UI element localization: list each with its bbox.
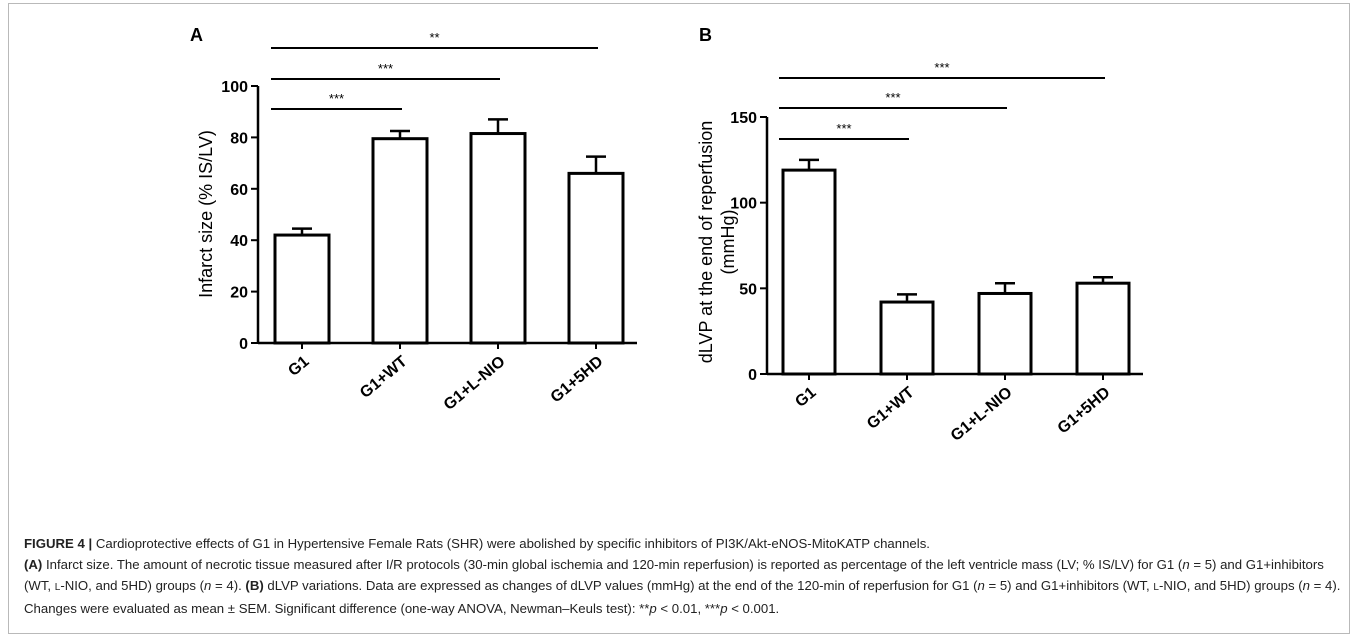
caption-lnio: -NIO, and 5HD) groups ( <box>1158 578 1303 593</box>
panel-b-y-axis-title: dLVP at the end of reperfusion <box>696 121 716 364</box>
caption-a-text: Infarct size. The amount of necrotic tis… <box>42 557 1183 572</box>
caption-eq5: = 5) and G1+inhibitors (WT, <box>984 578 1154 593</box>
caption-l: L <box>1153 582 1159 593</box>
caption-n: n <box>203 578 212 593</box>
caption-n: n <box>977 578 985 593</box>
panel-b-y-axis-title-unit: (mmHg) <box>718 210 738 275</box>
figure-charts: A 0 20 40 60 80 100 Infarct size (% IS/LV) G1 G1+… <box>190 25 1143 445</box>
caption-b-text: dLVP variations. Data are expressed as c… <box>263 578 978 593</box>
panel-a-y-tick-label: 60 <box>230 182 248 199</box>
caption-n: n <box>1302 578 1310 593</box>
caption-eq5: = 5) and G1+inhibitors (WT, <box>24 557 1324 593</box>
caption-p: p <box>649 601 657 616</box>
panel-b-x-tick-label: G1 <box>792 384 819 411</box>
caption-p: p <box>720 601 728 616</box>
caption-line-1: FIGURE 4 | Cardioprotective effects of G… <box>24 533 1342 554</box>
caption-lnio: -NIO, and 5HD) groups ( <box>60 578 204 593</box>
panel-a-significance-label: ** <box>429 30 439 45</box>
caption-a-label: (A) <box>24 557 43 572</box>
caption-n: n <box>1182 557 1190 572</box>
figure-frame <box>8 3 1350 634</box>
panel-a-x-tick-label: G1 <box>285 353 312 380</box>
panel-a-x-tick-label: G1+WT <box>357 353 411 402</box>
figure-label: FIGURE 4 | <box>24 536 93 551</box>
panel-a-bar <box>371 137 429 345</box>
panel-b-y-tick-label: 50 <box>739 281 757 298</box>
panel-a-x-tick-label: G1+5HD <box>548 353 607 406</box>
panel-b-bar <box>781 168 837 376</box>
panel-a-significance-label: *** <box>329 91 344 106</box>
panel-b-bar <box>977 291 1033 376</box>
panel-a-bar <box>567 171 625 345</box>
panel-b-x-tick-label: G1+L-NIO <box>948 384 1016 445</box>
panel-b-label: B <box>699 25 712 45</box>
caption-p01: < 0.01, *** <box>656 601 721 616</box>
panel-b-x-tick-label: G1+WT <box>864 384 918 433</box>
caption-eq4: = 4). <box>211 578 246 593</box>
panel-b-y-tick-label: 100 <box>730 196 757 213</box>
panel-b-x-tick-label: G1+5HD <box>1055 384 1114 437</box>
panel-a-y-tick-label: 40 <box>230 233 248 250</box>
panel-a-significance-label: *** <box>378 61 393 76</box>
panel-a-x-tick-label: G1+L-NIO <box>441 353 509 414</box>
caption-p001: < 0.001. <box>727 601 780 616</box>
caption-body: (A) Infarct size. The amount of necrotic… <box>24 554 1342 619</box>
panel-b-significance-label: *** <box>885 90 900 105</box>
panel-a-label: A <box>190 25 203 45</box>
caption-l: L <box>54 582 61 593</box>
caption-b-text-end: = 4). Changes were evaluated as mean ± S… <box>24 578 1341 616</box>
panel-b-bar <box>1075 281 1131 376</box>
panel-a-bar <box>273 233 331 345</box>
caption-text-1: Cardioprotective effects of G1 in Hypert… <box>92 536 930 551</box>
panel-a-y-tick-label: 80 <box>230 130 248 147</box>
panel-a-y-axis-title: Infarct size (% IS/LV) <box>196 130 216 298</box>
panel-b-y-tick-label: 0 <box>748 367 757 384</box>
caption-b-label: (B) <box>245 578 264 593</box>
panel-b-bar <box>879 300 935 376</box>
figure-caption: FIGURE 4 | Cardioprotective effects of G… <box>24 533 1342 619</box>
panel-b-significance-label: *** <box>836 121 851 136</box>
panel-a-bar <box>469 132 527 345</box>
panel-a-y-tick-label: 100 <box>221 79 248 96</box>
panel-a-y-tick-label: 20 <box>230 285 248 302</box>
panel-a-y-tick-label: 0 <box>239 336 248 353</box>
panel-b-y-tick-label: 150 <box>730 110 757 127</box>
panel-b-significance-label: *** <box>934 60 949 75</box>
